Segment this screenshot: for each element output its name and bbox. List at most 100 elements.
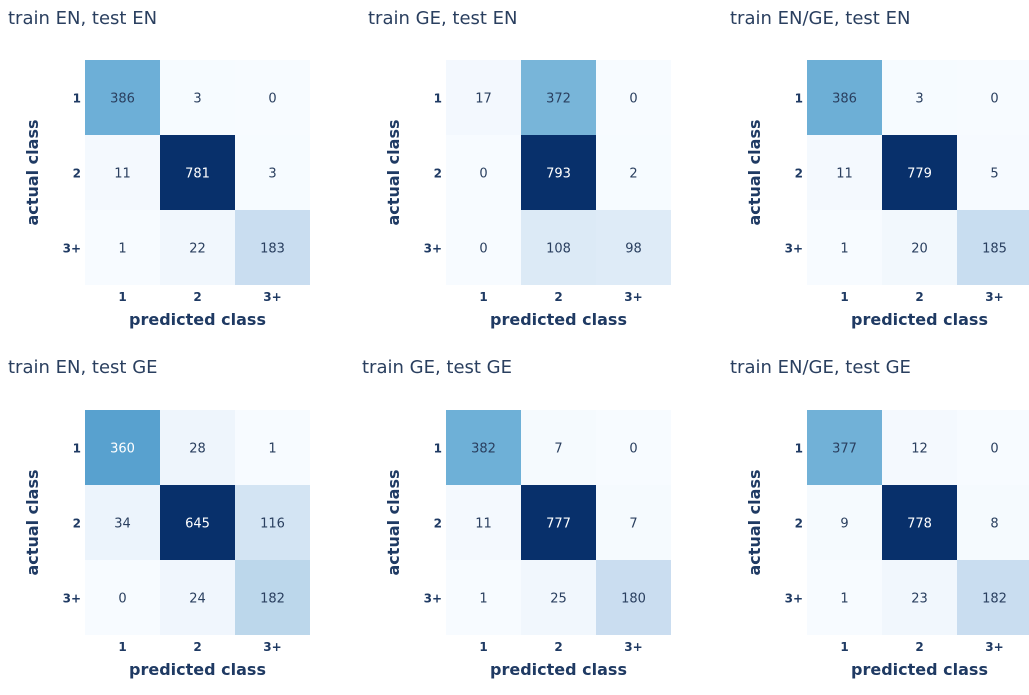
x-tick-label: 1	[118, 640, 126, 654]
cell-value-label: 7	[629, 517, 637, 532]
heatmap-cell	[446, 210, 521, 285]
cell-value-label: 3	[193, 92, 201, 107]
cell-value-label: 793	[546, 167, 571, 182]
heatmap-cell	[807, 410, 882, 485]
confusion-matrix-figure: train EN, test EN 386 3 0 11 781 3 1 22 183 1 2 3+ 1 2…	[8, 8, 1029, 679]
cell-value-label: 0	[990, 92, 998, 107]
cell-value-label: 34	[114, 517, 131, 532]
heatmap-cell	[596, 135, 671, 210]
cell-value-label: 12	[911, 442, 928, 457]
y-tick-label: 2	[73, 517, 81, 531]
heatmap-cell	[85, 135, 160, 210]
heatmap-cell	[235, 135, 310, 210]
cell-value-label: 28	[189, 442, 206, 457]
y-axis-title: actual class	[745, 120, 764, 226]
x-axis-title: predicted class	[490, 310, 627, 329]
cell-value-label: 9	[840, 517, 848, 532]
heatmap-cell	[807, 485, 882, 560]
cell-value-label: 779	[907, 167, 932, 182]
y-tick-label: 2	[795, 167, 803, 181]
chart-title: train EN/GE, test GE	[730, 357, 911, 378]
cell-value-label: 108	[546, 242, 571, 257]
y-tick-label: 1	[434, 92, 442, 106]
heatmap-cell	[521, 210, 596, 285]
x-axis-title: predicted class	[490, 660, 627, 679]
confusion-matrix-heatmap: 386 3 0 11 781 3 1 22 183 1 2 3+ 1 2 3+ predicted class…	[23, 60, 310, 329]
cell-value-label: 778	[907, 517, 932, 532]
x-tick-label: 3+	[985, 290, 1003, 304]
heatmap-cell	[957, 210, 1029, 285]
heatmap-cell	[235, 410, 310, 485]
y-tick-label: 1	[795, 442, 803, 456]
y-tick-label: 2	[73, 167, 81, 181]
cell-value-label: 24	[189, 592, 206, 607]
y-axis-title: actual class	[23, 120, 42, 226]
heatmap-cell	[957, 560, 1029, 635]
heatmap-cell	[521, 485, 596, 560]
x-tick-label: 3+	[263, 640, 281, 654]
y-axis-title: actual class	[384, 470, 403, 576]
heatmap-cell	[160, 410, 235, 485]
heatmap-cell	[596, 410, 671, 485]
confusion-matrix-heatmap: 386 3 0 11 779 5 1 20 185 1 2 3+ 1 2 3+ predicted class…	[745, 60, 1029, 329]
x-tick-label: 2	[193, 290, 201, 304]
heatmap-cell	[446, 560, 521, 635]
cell-value-label: 7	[554, 442, 562, 457]
cell-value-label: 2	[629, 167, 637, 182]
y-tick-label: 2	[434, 167, 442, 181]
x-tick-label: 2	[554, 640, 562, 654]
heatmap-cell	[957, 485, 1029, 560]
cell-value-label: 183	[260, 242, 285, 257]
x-tick-label: 1	[840, 290, 848, 304]
heatmap-cell	[446, 410, 521, 485]
heatmap-cell	[807, 60, 882, 135]
y-axis-title: actual class	[23, 470, 42, 576]
y-tick-label: 1	[434, 442, 442, 456]
cell-value-label: 3	[915, 92, 923, 107]
heatmap-cell	[160, 485, 235, 560]
heatmap-cell	[160, 135, 235, 210]
heatmap-cell	[521, 560, 596, 635]
heatmap-cell	[882, 60, 957, 135]
cell-value-label: 22	[189, 242, 206, 257]
cell-value-label: 17	[475, 92, 492, 107]
heatmap-cell	[882, 210, 957, 285]
cell-value-label: 116	[260, 517, 285, 532]
heatmap-cell	[160, 560, 235, 635]
y-tick-label: 3+	[63, 242, 81, 256]
chart-title: train EN, test GE	[8, 357, 158, 378]
x-tick-label: 2	[915, 290, 923, 304]
cell-value-label: 377	[832, 442, 857, 457]
heatmap-cell	[235, 60, 310, 135]
y-axis-title: actual class	[384, 120, 403, 226]
heatmap-cell	[957, 135, 1029, 210]
cell-value-label: 360	[110, 442, 135, 457]
cell-value-label: 8	[990, 517, 998, 532]
y-tick-label: 1	[73, 442, 81, 456]
x-tick-label: 1	[118, 290, 126, 304]
cell-value-label: 0	[268, 92, 276, 107]
x-tick-label: 1	[479, 640, 487, 654]
cell-value-label: 11	[114, 167, 131, 182]
chart-title: train GE, test GE	[362, 357, 512, 378]
heatmap-cell	[882, 135, 957, 210]
cell-value-label: 182	[982, 592, 1007, 607]
cell-value-label: 185	[982, 242, 1007, 257]
cell-value-label: 1	[840, 242, 848, 257]
cell-value-label: 11	[475, 517, 492, 532]
cell-value-label: 1	[268, 442, 276, 457]
cell-value-label: 182	[260, 592, 285, 607]
cell-value-label: 1	[479, 592, 487, 607]
confusion-matrix-heatmap: 17 372 0 0 793 2 0 108 98 1 2 3+ 1 2 3+ predicted class…	[384, 60, 671, 329]
heatmap-cell	[596, 560, 671, 635]
heatmap-cell	[446, 485, 521, 560]
cell-value-label: 180	[621, 592, 646, 607]
y-tick-label: 1	[73, 92, 81, 106]
chart-title: train GE, test EN	[368, 8, 518, 29]
y-tick-label: 1	[795, 92, 803, 106]
cell-value-label: 5	[990, 167, 998, 182]
cell-value-label: 0	[629, 442, 637, 457]
heatmap-cell	[596, 60, 671, 135]
cell-value-label: 386	[832, 92, 857, 107]
cell-value-label: 777	[546, 517, 571, 532]
